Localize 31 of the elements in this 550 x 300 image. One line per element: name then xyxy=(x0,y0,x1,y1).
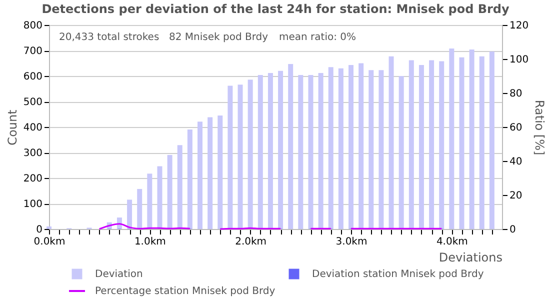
y-tick-label: 200 xyxy=(23,174,42,184)
legend-label: Deviation station Mnisek pod Brdy xyxy=(312,269,484,280)
y2-tick-label: 20 xyxy=(510,190,522,202)
y-tick-label: 700 xyxy=(23,46,42,57)
y-tick-label: 800 xyxy=(23,20,42,32)
x-tick-label: 2.0km xyxy=(235,236,267,248)
y-axis-title: Count xyxy=(5,109,20,146)
y-tick-label: 600 xyxy=(23,72,42,82)
y2-tick-label: 120 xyxy=(510,20,529,32)
x-axis-title: Deviations xyxy=(438,250,502,264)
y-tick-label: 100 xyxy=(23,199,42,210)
y2-tick-label: 0 xyxy=(510,224,516,236)
legend-label: Percentage station Mnisek pod Brdy xyxy=(95,286,276,297)
y-tick-label: 300 xyxy=(23,148,42,159)
x-tick-label: 1.0km xyxy=(134,236,166,248)
x-tick-label: 4.0km xyxy=(436,236,468,248)
y-tick-label: 400 xyxy=(23,122,42,134)
y2-tick-label: 100 xyxy=(510,54,529,66)
annotation: mean ratio: 0% xyxy=(279,32,356,43)
annotation: 20,433 total strokes xyxy=(59,32,160,43)
y2-tick-label: 40 xyxy=(510,156,522,168)
chart-title: Detections per deviation of the last 24h for station: Mnisek pod Brdy xyxy=(42,2,510,16)
y2-tick-label: 60 xyxy=(510,122,522,134)
y2-axis-title: Ratio [%] xyxy=(532,100,547,156)
x-tick-label: 0.0km xyxy=(34,236,66,248)
y-tick-label: 500 xyxy=(23,97,42,108)
legend-label: Deviation xyxy=(95,269,143,280)
y-tick-label: 0 xyxy=(36,224,42,236)
annotation: 82 Mnisek pod Brdy xyxy=(169,32,268,43)
y2-tick-label: 80 xyxy=(510,88,522,100)
x-tick-label: 3.0km xyxy=(336,236,368,248)
